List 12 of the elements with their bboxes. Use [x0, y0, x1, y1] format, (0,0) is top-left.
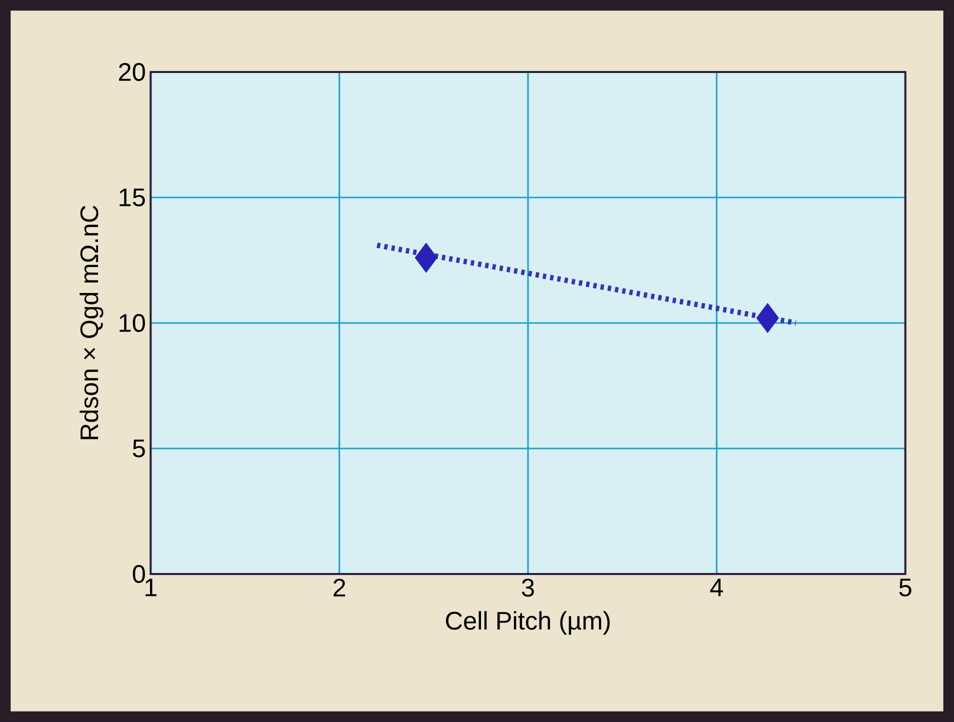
x-tick-label: 3	[522, 578, 534, 597]
x-tick-label: 4	[710, 578, 723, 596]
y-tick-label: 10	[120, 314, 145, 332]
y-tick-label: 0	[132, 565, 145, 583]
x-axis-title: Cell Pitch (µm)	[446, 611, 610, 635]
x-tick-label: 5	[899, 578, 912, 596]
x-tick-label: 1	[146, 578, 156, 596]
y-axis-title: Rdson × Qgd mΩ.nC	[80, 206, 104, 440]
y-tick-label: 20	[119, 63, 145, 81]
x-tick-label: 2	[334, 578, 346, 596]
y-tick-label: 15	[120, 188, 145, 206]
y-tick-label: 5	[132, 440, 145, 458]
